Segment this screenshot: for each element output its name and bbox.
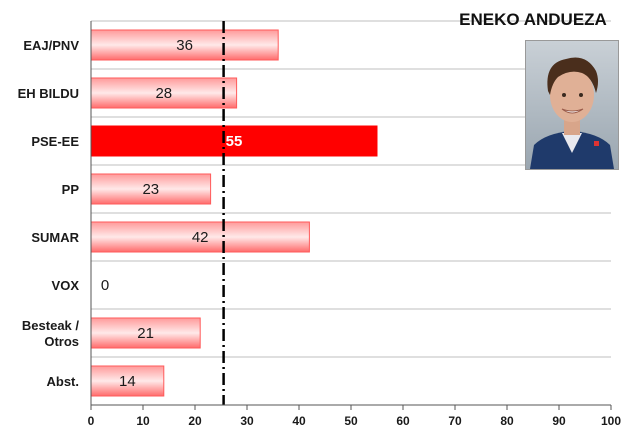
category-label: PSE-EE [31,134,79,149]
x-tick-label: 20 [188,414,202,428]
x-tick-label: 30 [240,414,254,428]
x-tick-label: 90 [552,414,566,428]
value-label: 42 [192,229,209,246]
portrait-image [526,41,618,169]
category-label: Besteak / Otros [22,318,79,349]
category-labels: EAJ/PNV EH BILDU PSE-EE PP SUMAR VOX Besteak /… [18,38,80,389]
x-tick-label: 40 [292,414,306,428]
x-axis: 0 10 20 30 40 50 60 70 80 90 100 [88,21,621,428]
value-label: 23 [142,181,159,198]
x-tick-label: 70 [448,414,462,428]
category-label: EH BILDU [18,86,79,101]
value-label: 36 [176,37,193,54]
candidate-photo [525,40,619,170]
category-label: EAJ/PNV [23,38,79,53]
value-label: 55 [226,133,243,150]
category-label: SUMAR [31,230,79,245]
candidate-name: ENEKO ANDUEZA [459,10,607,29]
value-labels: 36 28 55 23 42 0 21 14 [101,37,243,390]
x-tick-label: 80 [500,414,514,428]
value-label: 0 [101,277,109,294]
bar-besteak-otros [90,317,201,349]
bar-sumar [90,221,310,253]
bar-eaj-pnv [90,29,279,61]
x-tick-label: 10 [136,414,150,428]
x-tick-label: 50 [344,414,358,428]
value-label: 28 [155,85,172,102]
category-label: PP [62,182,80,197]
x-tick-label: 100 [601,414,621,428]
category-label: Abst. [47,374,80,389]
bar-pp [90,173,212,205]
bar-pse-ee [90,125,378,157]
x-tick-label: 0 [88,414,95,428]
value-label: 14 [119,373,136,390]
bars [90,29,378,397]
category-label: VOX [52,278,80,293]
value-label: 21 [137,325,154,342]
bar-abst- [90,365,165,397]
x-tick-label: 60 [396,414,410,428]
